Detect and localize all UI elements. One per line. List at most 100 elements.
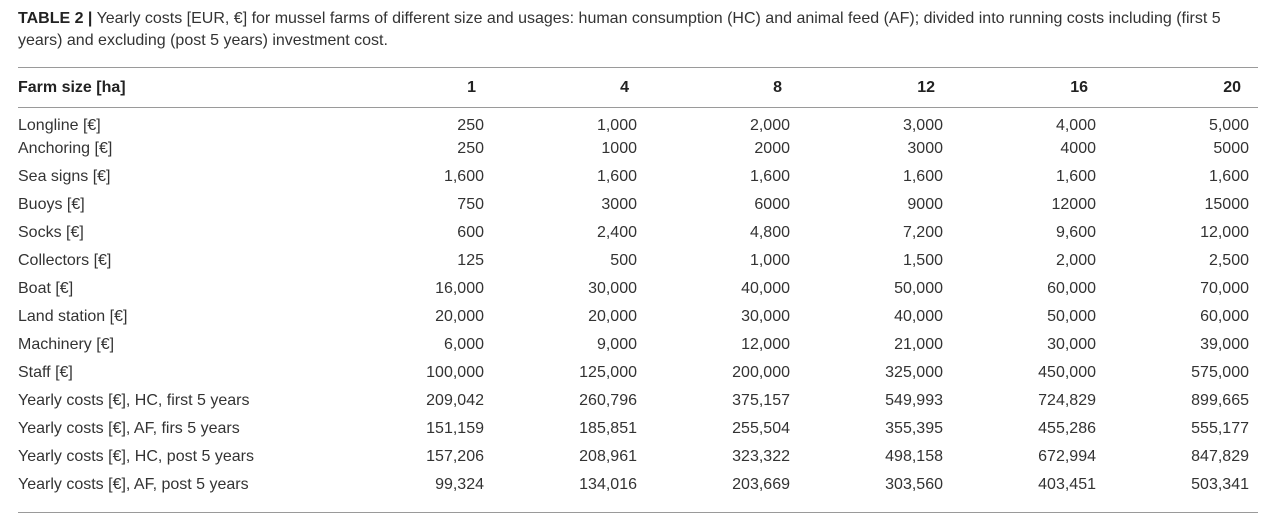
value-cell: 450,000 xyxy=(1038,364,1096,381)
value-cell: 1,600 xyxy=(1208,168,1249,185)
value-cell: 549,993 xyxy=(885,392,943,409)
value-cell: 3000 xyxy=(907,140,943,157)
value-cell: 30,000 xyxy=(1047,336,1096,353)
column-header-20ha: 20 xyxy=(1223,78,1241,96)
value-cell: 60,000 xyxy=(1200,308,1249,325)
value-cell: 498,158 xyxy=(885,448,943,465)
table-row: Land station [€] 20,000 20,000 30,000 40,000… xyxy=(18,303,1258,331)
column-header-16ha: 16 xyxy=(1070,78,1088,96)
value-cell: 600 xyxy=(457,224,484,241)
table-row: Yearly costs [€], AF, post 5 years 99,324… xyxy=(18,471,1258,499)
row-label-cell: Yearly costs [€], AF, firs 5 years xyxy=(18,420,240,437)
row-label-cell: Yearly costs [€], AF, post 5 years xyxy=(18,476,249,493)
value-cell: 203,669 xyxy=(732,476,790,493)
row-label-cell: Boat [€] xyxy=(18,280,74,297)
value-cell: 50,000 xyxy=(1047,308,1096,325)
value-cell: 2,000 xyxy=(749,117,790,134)
table-row: Anchoring [€] 250 1000 2000 3000 4000 5000 xyxy=(18,135,1258,163)
value-cell: 200,000 xyxy=(732,364,790,381)
value-cell: 185,851 xyxy=(579,420,637,437)
value-cell: 500 xyxy=(610,252,637,269)
table-bottom-rule xyxy=(18,512,1258,513)
value-cell: 20,000 xyxy=(435,308,484,325)
table-header-rule xyxy=(18,107,1258,108)
table-row: Sea signs [€] 1,600 1,600 1,600 1,600 1,600 1,… xyxy=(18,163,1258,191)
value-cell: 21,000 xyxy=(894,336,943,353)
value-cell: 60,000 xyxy=(1047,280,1096,297)
table-row: Machinery [€] 6,000 9,000 12,000 21,000 30,00… xyxy=(18,331,1258,359)
column-header-1ha: 1 xyxy=(467,78,476,96)
value-cell: 100,000 xyxy=(426,364,484,381)
value-cell: 9,000 xyxy=(596,336,637,353)
value-cell: 70,000 xyxy=(1200,280,1249,297)
table-row: Socks [€] 600 2,400 4,800 7,200 9,600 12,000 xyxy=(18,219,1258,247)
value-cell: 1,600 xyxy=(443,168,484,185)
row-label-cell: Anchoring [€] xyxy=(18,140,113,157)
value-cell: 2,500 xyxy=(1208,252,1249,269)
value-cell: 50,000 xyxy=(894,280,943,297)
value-cell: 12000 xyxy=(1051,196,1097,213)
value-cell: 5000 xyxy=(1213,140,1249,157)
table-top-rule xyxy=(18,67,1258,68)
table-caption-label: TABLE 2 | xyxy=(18,10,93,27)
row-label-cell: Socks [€] xyxy=(18,224,84,241)
value-cell: 1,600 xyxy=(749,168,790,185)
value-cell: 40,000 xyxy=(894,308,943,325)
table-row: Longline [€] 250 1,000 2,000 3,000 4,000 5,000 xyxy=(18,107,1258,135)
value-cell: 455,286 xyxy=(1038,420,1096,437)
value-cell: 1000 xyxy=(601,140,637,157)
row-label-cell: Land station [€] xyxy=(18,308,128,325)
value-cell: 7,200 xyxy=(902,224,943,241)
value-cell: 375,157 xyxy=(732,392,790,409)
value-cell: 323,322 xyxy=(732,448,790,465)
column-header-8ha: 8 xyxy=(773,78,782,96)
value-cell: 750 xyxy=(457,196,484,213)
table-row: Boat [€] 16,000 30,000 40,000 50,000 60,000 70… xyxy=(18,275,1258,303)
value-cell: 403,451 xyxy=(1038,476,1096,493)
column-header-farm-size: Farm size [ha] xyxy=(18,78,126,96)
value-cell: 250 xyxy=(457,117,484,134)
value-cell: 255,504 xyxy=(732,420,790,437)
value-cell: 208,961 xyxy=(579,448,637,465)
value-cell: 1,600 xyxy=(596,168,637,185)
table-row: Yearly costs [€], HC, post 5 years 157,20… xyxy=(18,443,1258,471)
value-cell: 9,600 xyxy=(1055,224,1096,241)
value-cell: 2,000 xyxy=(1055,252,1096,269)
value-cell: 503,341 xyxy=(1191,476,1249,493)
row-label-cell: Staff [€] xyxy=(18,364,73,381)
value-cell: 847,829 xyxy=(1191,448,1249,465)
value-cell: 6000 xyxy=(754,196,790,213)
table-header-row: Farm size [ha] 1 4 8 12 16 20 xyxy=(18,68,1258,107)
value-cell: 260,796 xyxy=(579,392,637,409)
value-cell: 30,000 xyxy=(741,308,790,325)
row-label-cell: Buoys [€] xyxy=(18,196,85,213)
value-cell: 125 xyxy=(457,252,484,269)
column-header-12ha: 12 xyxy=(917,78,935,96)
value-cell: 575,000 xyxy=(1191,364,1249,381)
value-cell: 6,000 xyxy=(443,336,484,353)
value-cell: 4,000 xyxy=(1055,117,1096,134)
row-label-cell: Machinery [€] xyxy=(18,336,115,353)
value-cell: 1,000 xyxy=(596,117,637,134)
table-caption-text: Yearly costs [EUR, €] for mussel farms o… xyxy=(18,10,1221,49)
table-row: Buoys [€] 750 3000 6000 9000 12000 15000 xyxy=(18,191,1258,219)
value-cell: 1,600 xyxy=(902,168,943,185)
value-cell: 209,042 xyxy=(426,392,484,409)
value-cell: 12,000 xyxy=(741,336,790,353)
value-cell: 3,000 xyxy=(902,117,943,134)
value-cell: 899,665 xyxy=(1191,392,1249,409)
row-label-cell: Longline [€] xyxy=(18,117,101,134)
row-label-cell: Yearly costs [€], HC, post 5 years xyxy=(18,448,254,465)
value-cell: 555,177 xyxy=(1191,420,1249,437)
value-cell: 4000 xyxy=(1060,140,1096,157)
value-cell: 151,159 xyxy=(426,420,484,437)
value-cell: 3000 xyxy=(601,196,637,213)
row-label-cell: Yearly costs [€], HC, first 5 years xyxy=(18,392,250,409)
cost-table: Farm size [ha] 1 4 8 12 16 20 Longline [… xyxy=(18,68,1258,499)
table-row: Staff [€] 100,000 125,000 200,000 325,000 450… xyxy=(18,359,1258,387)
table-row: Yearly costs [€], HC, first 5 years 209,0… xyxy=(18,387,1258,415)
value-cell: 724,829 xyxy=(1038,392,1096,409)
row-label-cell: Collectors [€] xyxy=(18,252,112,269)
table-body: Longline [€] 250 1,000 2,000 3,000 4,000 5,000… xyxy=(18,107,1258,499)
value-cell: 250 xyxy=(457,140,484,157)
